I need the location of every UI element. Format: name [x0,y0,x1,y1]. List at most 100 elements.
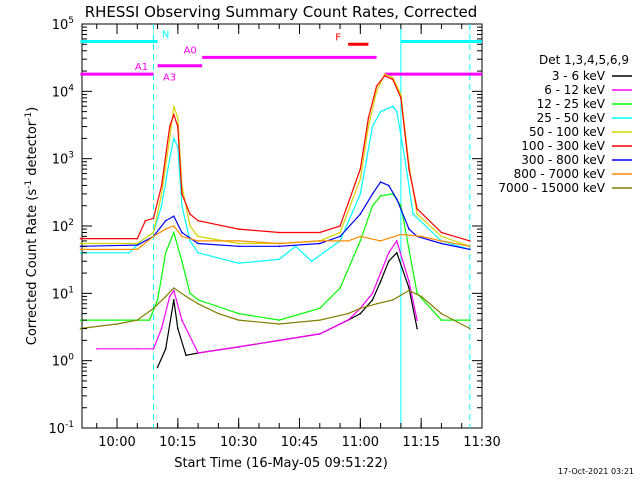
vline-group [153,24,471,428]
series-point [347,240,349,242]
series-point [359,307,362,310]
series-point [197,242,199,245]
series-point [440,231,443,234]
legend-entry-label: 12 - 25 keV [537,97,606,111]
series-point [79,251,82,254]
series-point [79,327,82,330]
series-point [181,193,183,195]
series-point [181,319,183,321]
series-point [469,245,471,248]
series-point [379,195,382,197]
y-axis-label-exp: -1 [24,180,34,189]
series-point [367,125,370,128]
x-tick-label: 10:45 [281,435,318,450]
plot-area: N A1 A3 A0 F [79,23,483,429]
chart-title: RHESSI Observing Summary Count Rates, Co… [85,3,478,21]
legend-entry-label: 6 - 12 keV [544,83,606,97]
series-point [408,168,410,170]
series-point [294,245,297,248]
series-point [440,319,443,321]
series-point [396,240,398,242]
series-point [79,237,82,240]
series-point [164,295,167,298]
series-point [383,75,386,77]
legend-entry-label: 100 - 300 keV [521,139,605,153]
series-point [469,248,471,251]
y-tick-base: 10 [52,153,69,168]
y-tick-exponent: 4 [68,83,74,93]
series-point [189,240,191,242]
series-point [164,219,167,222]
series-point [177,125,179,128]
series-point [404,157,406,160]
x-tick-label: 10:00 [98,435,135,450]
y-tick-base: 10 [52,85,69,100]
series-point [181,204,183,207]
series-point [237,346,240,348]
series-point [136,348,139,350]
series-point [371,292,374,295]
y-tick-label: 103 [52,151,74,168]
series-point [156,299,159,301]
series-point [469,240,471,242]
series-point [189,213,191,215]
series-point [359,235,362,238]
series-point [185,354,187,357]
series-point [278,245,281,248]
series-point [371,204,374,207]
series-point [416,327,418,330]
series-point [396,198,398,201]
series-point [172,113,175,116]
y-tick-exponent: -1 [65,420,74,430]
series-point [420,235,422,238]
series-point [375,90,378,93]
series-line [80,75,470,242]
series-point [79,242,82,245]
series-point [347,312,349,315]
legend-entry-label: 3 - 6 keV [552,69,606,83]
series-point [168,157,171,160]
y-axis-label-main: Corrected Count Rate (s [25,189,40,346]
series-line [96,239,418,354]
legend-entry-label: 50 - 100 keV [529,125,606,139]
y-tick-base: 10 [52,287,69,302]
series-point [318,307,321,310]
series-point [152,235,155,238]
series-point [160,327,163,330]
y-tick-base: 10 [52,220,69,235]
series-point [408,287,410,289]
series-point [440,240,443,242]
series-point [189,225,191,227]
series-point [339,235,341,238]
x-tick-label: 11:00 [342,435,379,450]
series-point [278,319,281,321]
series-point [144,219,147,222]
x-axis: 10:00 10:15 10:30 10:45 11:00 11:15 11:30 [96,24,501,450]
series-line [80,287,471,330]
y-tick-label: 101 [52,285,74,302]
y-tick-base: 10 [52,355,69,370]
series-point [160,184,163,187]
series-point [359,193,362,195]
series-point [197,219,199,222]
y-axis-label-end: ) [25,107,40,112]
x-axis-label: Start Time (16-May-05 09:51:22) [174,456,388,471]
series-line [80,105,470,264]
y-tick-exponent: 1 [68,285,74,295]
series-point [164,348,167,350]
series-point [172,287,175,289]
series-point [237,245,240,248]
series-point [391,105,394,108]
series-point [177,327,179,330]
series-point [339,287,341,289]
series-point [168,295,171,298]
series-point [136,248,139,251]
series-point [177,117,179,119]
series-point [400,97,402,99]
series-point [318,231,321,234]
series-line [80,181,470,250]
